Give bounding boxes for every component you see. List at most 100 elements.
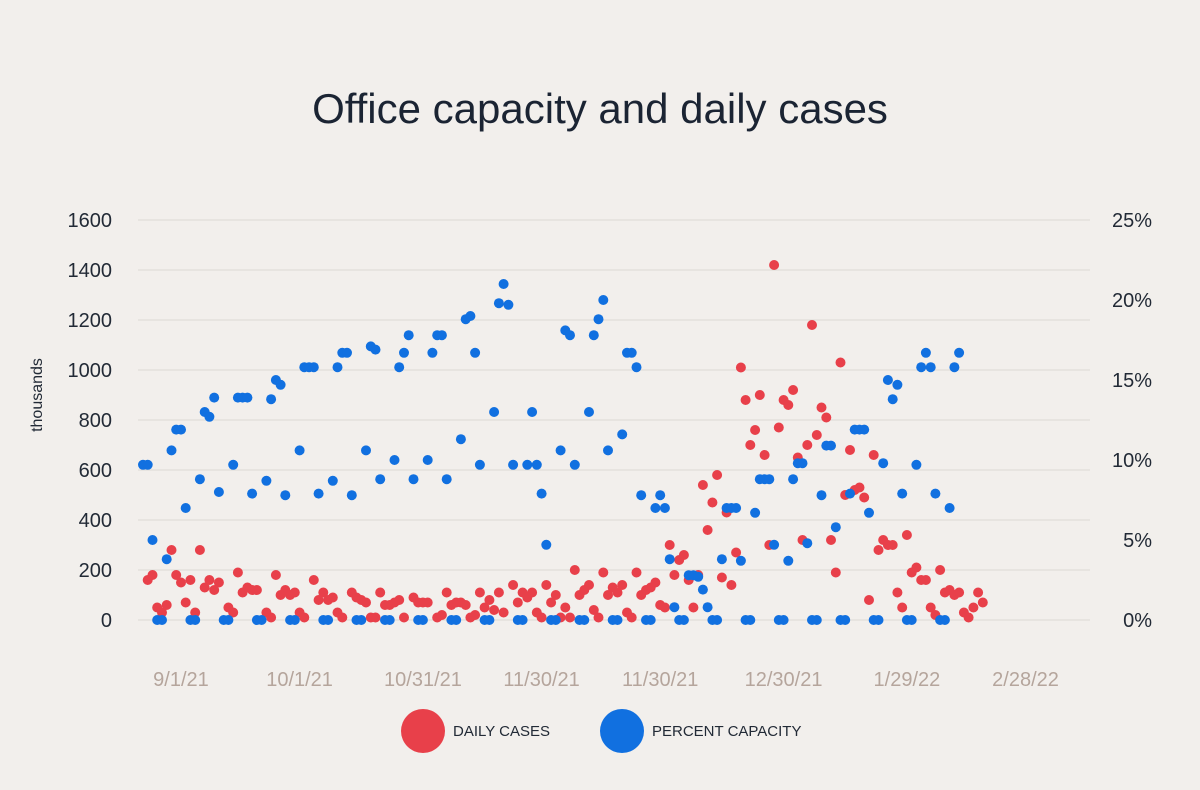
y2-tick-label: 0% (1123, 610, 1152, 632)
data-point (864, 595, 874, 605)
x-tick-label: 9/1/21 (153, 669, 209, 691)
y-axis-right-ticks: 0% 5% 10% 15% 20% 25% (1112, 210, 1152, 632)
data-point (731, 547, 742, 558)
data-point (213, 487, 224, 497)
data-point (550, 615, 561, 625)
data-point (826, 440, 836, 451)
data-point (949, 362, 960, 373)
data-point (180, 597, 191, 608)
data-point (251, 585, 262, 595)
data-point (318, 587, 329, 598)
data-point (527, 587, 538, 598)
data-point (650, 503, 661, 513)
data-point (356, 615, 367, 625)
data-point (209, 585, 220, 595)
data-point (873, 545, 884, 555)
y-tick-label: 1000 (68, 360, 113, 382)
data-point (441, 587, 452, 598)
data-point (299, 612, 310, 623)
data-point (626, 612, 637, 623)
x-axis-ticks: 9/1/21 10/1/21 10/31/21 11/30/21 11/30/21 12/… (153, 669, 1059, 691)
data-point (588, 330, 599, 341)
series-points (138, 260, 988, 625)
data-point (256, 615, 267, 625)
legend: DAILY CASES PERCENT CAPACITY (401, 709, 801, 753)
data-point (735, 555, 746, 566)
data-point (750, 425, 761, 435)
data-point (650, 577, 661, 588)
legend-marker (401, 709, 445, 753)
data-point (840, 615, 851, 625)
data-point (944, 503, 955, 513)
data-point (754, 390, 765, 400)
data-point (370, 612, 381, 623)
data-point (455, 434, 466, 445)
data-point (261, 475, 272, 486)
data-point (697, 480, 708, 490)
data-point (313, 488, 324, 499)
y2-tick-label: 10% (1112, 450, 1152, 472)
data-point (508, 459, 519, 470)
data-point (451, 615, 462, 625)
data-point (361, 445, 371, 456)
data-point (712, 615, 723, 625)
data-point (166, 545, 177, 555)
data-point (569, 459, 580, 470)
data-point (726, 580, 737, 590)
data-point (935, 565, 946, 575)
y-tick-label: 400 (79, 510, 112, 532)
data-point (702, 602, 713, 613)
data-point (289, 615, 300, 625)
data-point (603, 590, 613, 600)
y2-tick-label: 20% (1112, 290, 1152, 312)
data-point (920, 575, 931, 585)
data-point (565, 330, 575, 341)
data-point (176, 424, 186, 435)
y-tick-label: 0 (101, 610, 112, 632)
data-point (147, 535, 158, 545)
data-point (811, 615, 822, 625)
data-point (541, 539, 552, 550)
y-tick-label: 1400 (68, 260, 113, 282)
y-tick-label: 1200 (68, 310, 113, 332)
data-point (788, 474, 799, 485)
data-point (807, 320, 817, 330)
data-point (797, 458, 808, 469)
data-point (232, 567, 243, 578)
data-point (546, 597, 557, 608)
data-point (394, 362, 405, 373)
data-point (194, 474, 205, 485)
data-point (731, 503, 742, 513)
data-point (157, 615, 167, 625)
data-point (313, 595, 324, 605)
data-point (598, 567, 609, 578)
data-point (977, 597, 988, 608)
data-point (906, 615, 917, 625)
y2-tick-label: 5% (1123, 530, 1152, 552)
x-tick-label: 1/29/22 (874, 669, 941, 691)
data-point (327, 592, 338, 603)
data-point (802, 440, 813, 450)
data-point (166, 445, 177, 456)
data-point (968, 602, 979, 613)
data-point (845, 488, 855, 499)
data-point (811, 430, 822, 440)
data-point (213, 577, 224, 588)
data-point (864, 507, 874, 518)
data-point (878, 458, 889, 469)
data-point (773, 422, 784, 433)
data-point (911, 562, 922, 573)
data-point (228, 459, 239, 470)
data-point (394, 595, 405, 605)
data-point (788, 385, 799, 395)
chart-title: Office capacity and daily cases (312, 85, 888, 132)
data-point (835, 357, 846, 368)
data-point (593, 612, 604, 623)
data-point (484, 615, 495, 625)
data-point (489, 407, 500, 417)
data-point (783, 400, 794, 410)
data-point (176, 577, 186, 588)
legend-label: DAILY CASES (453, 723, 550, 740)
y-tick-label: 200 (79, 560, 112, 582)
data-point (204, 411, 215, 422)
